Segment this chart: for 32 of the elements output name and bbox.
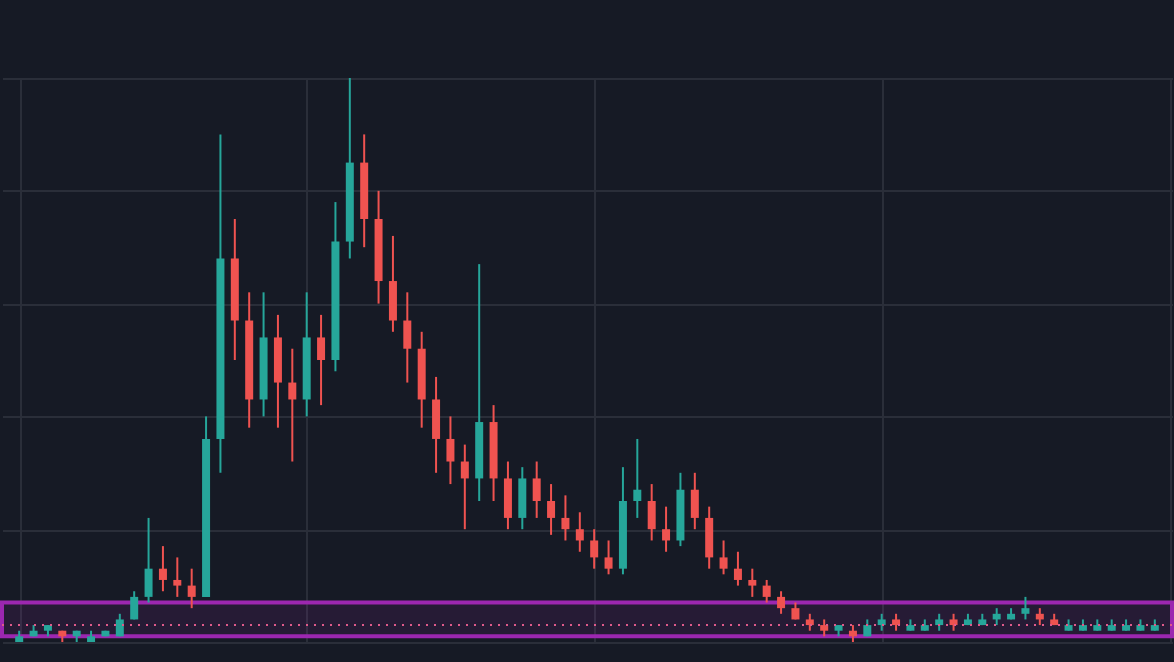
- candlestick: [460, 443, 469, 531]
- candlestick: [777, 590, 786, 615]
- candlestick: [733, 550, 742, 587]
- candlestick: [388, 234, 397, 333]
- candlestick: [273, 313, 282, 429]
- candlestick: [532, 460, 541, 519]
- candlestick: [748, 567, 757, 598]
- candlestick: [518, 466, 527, 531]
- candlestick: [633, 437, 642, 519]
- candlestick: [690, 471, 699, 531]
- candlestick: [719, 539, 728, 576]
- candlestick: [647, 483, 656, 542]
- candlestick: [432, 375, 441, 474]
- candlestick: [575, 511, 584, 553]
- candlestick: [317, 313, 326, 407]
- candlestick: [144, 516, 153, 604]
- candlestick: [590, 528, 599, 570]
- candlestick: [446, 415, 455, 486]
- candlestick: [1021, 595, 1030, 621]
- candlestick: [503, 460, 512, 531]
- candlestick: [173, 556, 182, 598]
- candlestick: [662, 505, 671, 553]
- candlestick: [403, 291, 412, 384]
- candlestick: [705, 505, 714, 570]
- candlestick: [288, 347, 297, 463]
- candlestick: [547, 483, 556, 536]
- candlestick: [762, 578, 771, 604]
- candlestick: [561, 494, 570, 542]
- candlestick: [158, 545, 167, 593]
- candlestick: [604, 539, 613, 576]
- candlestick: [187, 567, 196, 610]
- candlestick: [130, 590, 139, 621]
